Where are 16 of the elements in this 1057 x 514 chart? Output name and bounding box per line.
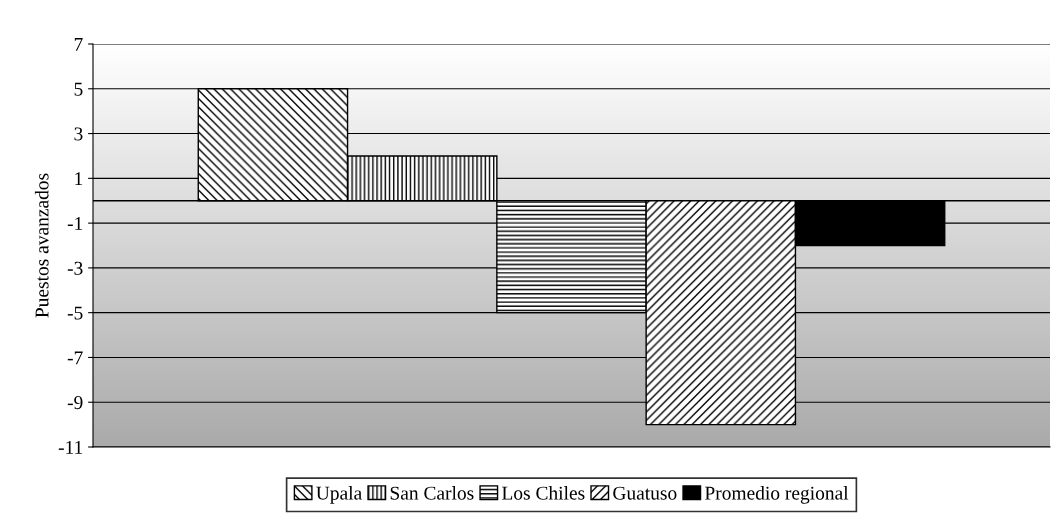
y-tick-label: -7 xyxy=(67,351,83,365)
y-tick-label: -9 xyxy=(67,396,83,410)
y-tick-label: 5 xyxy=(74,82,83,96)
legend-label: Los Chiles xyxy=(502,486,585,500)
y-tick-label: 7 xyxy=(74,38,83,51)
legend-label: Upala xyxy=(316,486,362,504)
y-axis-title: Puestos avanzados xyxy=(34,173,49,318)
y-tick-label: -3 xyxy=(67,261,83,275)
y-tick-label: 1 xyxy=(75,172,83,186)
legend-label: San Carlos xyxy=(390,486,474,500)
legend-label: Promedio regional xyxy=(704,486,849,504)
y-tick-label: -1 xyxy=(67,217,83,230)
y-tick-label: -11 xyxy=(58,440,83,454)
legend-label: Guatuso xyxy=(613,486,677,500)
y-tick-label: -5 xyxy=(67,306,83,320)
y-tick-label: 3 xyxy=(74,127,83,141)
